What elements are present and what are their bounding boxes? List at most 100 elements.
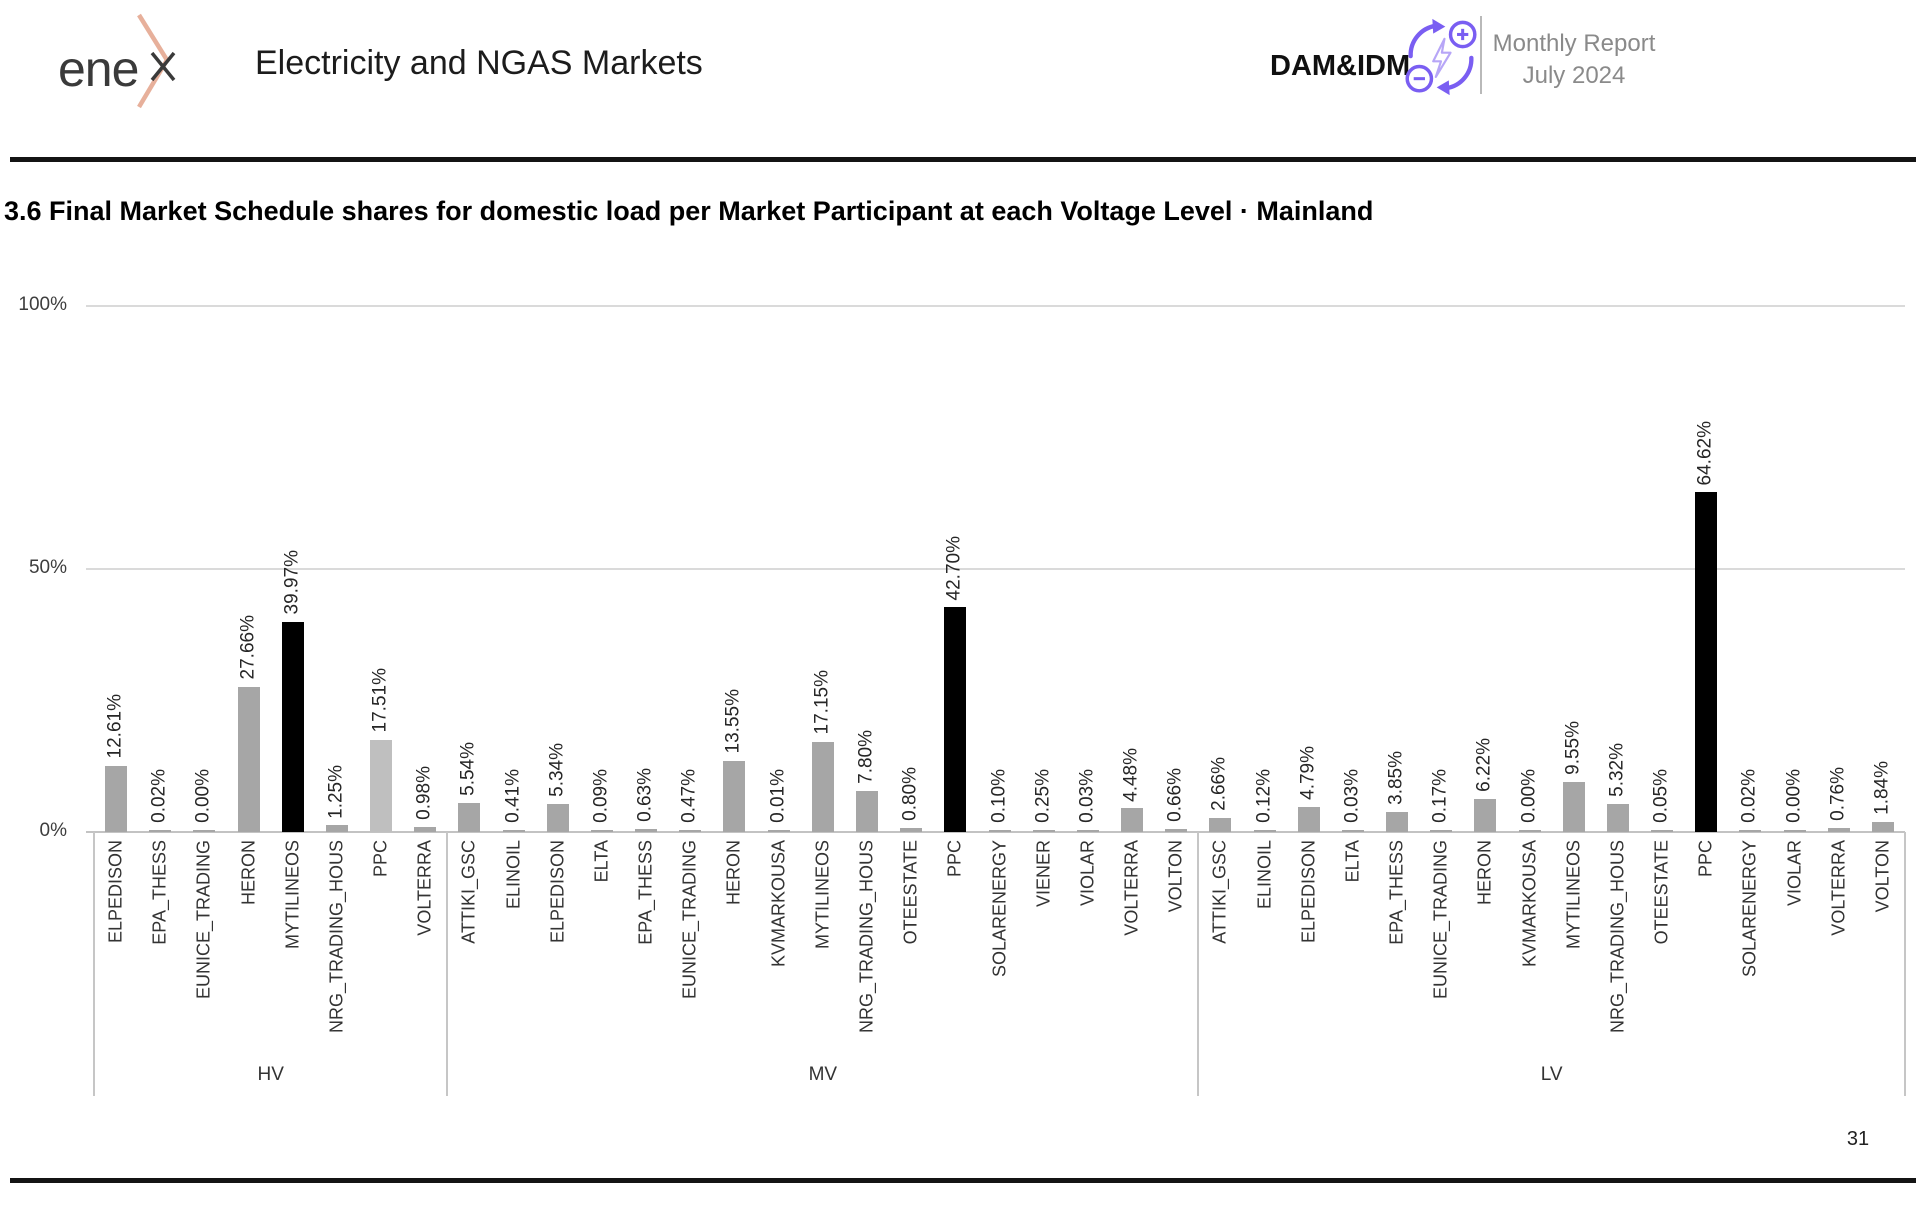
category-label: VOLTON bbox=[1872, 840, 1893, 913]
group-separator bbox=[1197, 832, 1200, 1096]
bar bbox=[1606, 804, 1629, 832]
market-segment-label: DAM&IDM bbox=[1270, 50, 1411, 82]
bar bbox=[1341, 829, 1364, 832]
category-label: ELTA bbox=[591, 840, 612, 883]
voltage-group-label: LV bbox=[1540, 1064, 1563, 1085]
bar bbox=[546, 803, 569, 832]
category-label: PPC bbox=[944, 840, 965, 878]
bar bbox=[767, 829, 790, 832]
bar-value-label: 0.63% bbox=[634, 767, 656, 822]
bar bbox=[105, 765, 128, 832]
bar bbox=[193, 829, 216, 832]
bar-value-label: 0.02% bbox=[1738, 768, 1760, 823]
category-label: KVMARKOUSA bbox=[1519, 840, 1540, 968]
bar-value-label: 0.47% bbox=[678, 768, 700, 823]
category-label: ELINOIL bbox=[1254, 840, 1275, 910]
category-label: VIOLAR bbox=[1077, 840, 1098, 907]
category-label: NRG_TRADING_HOUS bbox=[1607, 840, 1628, 1034]
y-axis-tick-label: 100% bbox=[18, 294, 67, 315]
category-label: EPA_THESS bbox=[1386, 840, 1407, 945]
bar-value-label: 4.48% bbox=[1120, 747, 1142, 802]
bar bbox=[1827, 828, 1850, 832]
category-label: MYTILINEOS bbox=[1563, 840, 1584, 950]
bar bbox=[1430, 829, 1453, 832]
bar bbox=[1474, 799, 1497, 832]
bar-value-label: 3.85% bbox=[1385, 750, 1407, 805]
voltage-group-label: MV bbox=[808, 1064, 838, 1085]
category-label: HERON bbox=[724, 840, 745, 906]
bar-value-label: 0.02% bbox=[148, 768, 170, 823]
bar-value-label: 0.66% bbox=[1164, 767, 1186, 822]
category-label: ELPEDISON bbox=[105, 840, 126, 944]
bar-value-label: 5.34% bbox=[546, 743, 568, 797]
lightning-bolt-icon bbox=[1432, 37, 1452, 79]
voltage-group-label: HV bbox=[257, 1064, 284, 1085]
page-number: 31 bbox=[1846, 1128, 1870, 1150]
category-label: EPA_THESS bbox=[149, 840, 170, 945]
section-heading: 3.6 Final Market Schedule shares for dom… bbox=[4, 196, 1374, 226]
report-period: July 2024 bbox=[1522, 62, 1626, 90]
category-label: VIENER bbox=[1033, 840, 1054, 908]
bar bbox=[458, 802, 481, 832]
bar-value-label: 0.12% bbox=[1253, 768, 1275, 823]
bar bbox=[1695, 492, 1718, 832]
category-label: ELPEDISON bbox=[1298, 840, 1319, 944]
bar-value-label: 7.80% bbox=[855, 730, 877, 784]
bar-value-label: 0.17% bbox=[1429, 768, 1451, 823]
bar bbox=[723, 760, 746, 832]
bar bbox=[1651, 829, 1674, 832]
group-separator bbox=[1904, 832, 1906, 1096]
y-axis-tick-label: 50% bbox=[28, 557, 67, 578]
bar-value-label: 0.00% bbox=[192, 768, 214, 823]
bar-value-label: 0.41% bbox=[502, 768, 524, 823]
header-divider bbox=[1480, 16, 1482, 94]
bar bbox=[811, 741, 834, 832]
category-label: HERON bbox=[238, 840, 259, 906]
category-label: ATTIKI_GSC bbox=[459, 840, 480, 944]
bar-value-label: 0.76% bbox=[1827, 767, 1849, 822]
bar-value-label: 0.03% bbox=[1076, 768, 1098, 823]
bar bbox=[281, 621, 304, 832]
bar-value-label: 64.62% bbox=[1694, 420, 1716, 486]
bar bbox=[1297, 806, 1320, 832]
bar-value-label: 12.61% bbox=[104, 694, 126, 759]
category-label: SOLARENERGY bbox=[1740, 840, 1761, 978]
category-label: KVMARKOUSA bbox=[768, 840, 789, 968]
top-rule bbox=[10, 157, 1916, 162]
bar bbox=[1783, 829, 1806, 832]
bar bbox=[325, 825, 348, 832]
category-label: NRG_TRADING_HOUS bbox=[326, 840, 347, 1034]
bar bbox=[1562, 781, 1585, 832]
report-name: Monthly Report bbox=[1492, 30, 1656, 57]
x-axis-line bbox=[86, 831, 1905, 833]
category-label: EUNICE_TRADING bbox=[1430, 840, 1451, 1000]
enex-logo-text: ene bbox=[58, 41, 138, 97]
bar bbox=[1739, 829, 1762, 832]
category-label: VOLTERRA bbox=[1828, 840, 1849, 936]
category-label: EUNICE_TRADING bbox=[679, 840, 700, 1000]
bar-value-label: 0.05% bbox=[1650, 768, 1672, 823]
category-label: PPC bbox=[370, 840, 391, 878]
y-axis-tick-label: 0% bbox=[39, 820, 67, 841]
bar-value-label: 5.32% bbox=[1606, 743, 1628, 798]
category-label: NRG_TRADING_HOUS bbox=[856, 840, 877, 1034]
bar bbox=[635, 828, 658, 832]
category-label: OTEESTATE bbox=[900, 840, 921, 945]
bar-value-label: 17.51% bbox=[369, 668, 391, 733]
bar-value-label: 0.98% bbox=[413, 765, 435, 820]
category-label: SOLARENERGY bbox=[989, 840, 1010, 978]
category-label: ELTA bbox=[1342, 840, 1363, 883]
bar bbox=[590, 829, 613, 832]
category-label: ELINOIL bbox=[503, 840, 524, 910]
bar bbox=[855, 790, 878, 832]
dam-idm-energy-icon bbox=[1405, 18, 1477, 96]
bar-value-label: 17.15% bbox=[811, 670, 833, 735]
bar bbox=[1032, 829, 1055, 832]
category-label: VOLTERRA bbox=[1121, 840, 1142, 936]
category-label: ATTIKI_GSC bbox=[1210, 840, 1230, 944]
document-title: Electricity and NGAS Markets bbox=[255, 44, 703, 82]
bar bbox=[1386, 811, 1409, 832]
bar bbox=[149, 829, 172, 832]
bar bbox=[1165, 828, 1188, 832]
